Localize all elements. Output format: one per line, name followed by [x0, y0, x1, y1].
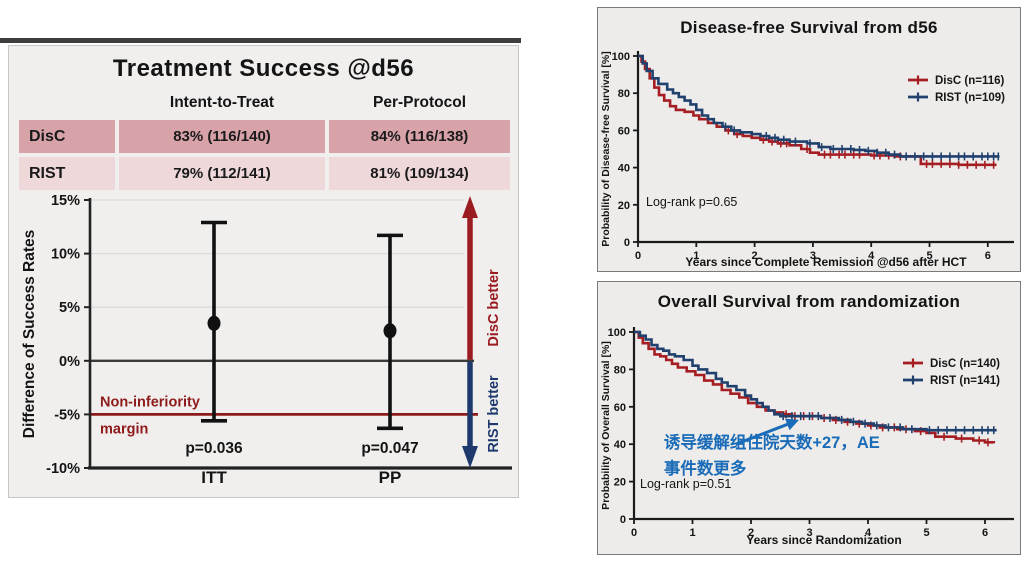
- forest-y-axis-title: Difference of Success Rates: [21, 230, 38, 438]
- log-rank-label: Log-rank p=0.51: [640, 477, 731, 491]
- slide-top-edge: [0, 38, 521, 43]
- up-arrowhead-icon: [462, 196, 478, 218]
- km-curve-disc: [638, 54, 997, 167]
- forest-ytick-label: -10%: [46, 461, 80, 477]
- error-bar-pp: [377, 233, 403, 431]
- km-ytick-label: 100: [612, 51, 630, 63]
- km-xtick-label: 5: [926, 250, 932, 262]
- disc-better-arrow: [462, 196, 478, 360]
- km-ytick-label: 80: [618, 88, 630, 100]
- km-xtick-label: 5: [923, 527, 929, 539]
- km-ytick-label: 80: [614, 364, 626, 376]
- censor-ticks-rist: [724, 122, 1000, 161]
- km-curve-rist: [638, 54, 1000, 158]
- km-xtick-label: 4: [868, 250, 875, 262]
- km-xtick-label: 2: [748, 527, 754, 539]
- km-ytick-label: 60: [618, 125, 630, 137]
- treatment-success-title: Treatment Success @d56: [112, 55, 415, 82]
- col-header-pp: Per-Protocol: [372, 94, 466, 111]
- km-x-axis-title: Years since Complete Remission @d56 afte…: [685, 255, 967, 269]
- km-xtick-label: 3: [810, 250, 816, 262]
- legend-label: DisC (n=140): [930, 358, 1000, 370]
- log-rank-label: Log-rank p=0.65: [646, 195, 737, 209]
- km-xtick-label: 0: [631, 527, 637, 539]
- down-arrowhead-icon: [462, 446, 478, 468]
- km-xtick-label: 3: [806, 527, 812, 539]
- km-curve-rist: [634, 330, 997, 432]
- km-xtick-label: 2: [752, 250, 758, 262]
- disc-better-label: DisC better: [486, 269, 502, 347]
- forest-plot-svg: 15% 10% 5% 0% -5% -10% Difference of Success R…: [21, 193, 512, 487]
- row-label-disc: DisC: [19, 120, 115, 153]
- rist-pp-value: 81% (109/134): [329, 157, 510, 190]
- km-x-axis-title: Years since Randomization: [746, 533, 901, 547]
- forest-ytick-label: 15%: [51, 193, 80, 209]
- os-title: Overall Survival from randomization: [657, 292, 961, 311]
- km-xtick-label: 1: [689, 527, 695, 539]
- km-xtick-label: 1: [693, 250, 699, 262]
- rist-better-label: RIST better: [486, 375, 502, 453]
- km-ytick-label: 20: [614, 477, 626, 489]
- table-row-rist: RIST 79% (112/141) 81% (109/134): [19, 157, 510, 190]
- error-bar-itt: [201, 220, 227, 423]
- callout-text-line2: 事件数更多: [664, 458, 746, 478]
- non-inferiority-label-line2: margin: [100, 421, 148, 437]
- non-inferiority-label-line1: Non-inferiority: [100, 394, 200, 410]
- km-curve-disc: [634, 330, 996, 444]
- km-y-axis-title: Probability of Disease-free Survival [%]: [600, 51, 612, 246]
- km-ytick-label: 20: [618, 200, 630, 212]
- legend-label: RIST (n=109): [935, 92, 1005, 104]
- category-label: ITT: [201, 468, 227, 487]
- success-table-header: Intent-to-Treat Per-Protocol: [19, 91, 510, 116]
- km-ytick-label: 0: [620, 514, 626, 526]
- km-legend: DisC (n=116) RIST (n=109): [908, 75, 1005, 104]
- legend-label: DisC (n=116): [935, 75, 1005, 87]
- treatment-success-panel: Treatment Success @d56 Intent-to-Treat P…: [8, 45, 519, 498]
- os-panel: Overall Survival from randomization 0 1 2 3…: [597, 281, 1021, 555]
- point-estimate-dot: [207, 315, 221, 331]
- p-value-label: p=0.047: [361, 440, 418, 457]
- rist-itt-value: 79% (112/141): [119, 157, 325, 190]
- category-label: PP: [379, 468, 402, 487]
- km-xtick-label: 6: [985, 250, 991, 262]
- km-y-axis-title: Probability of Overall Survival [%]: [600, 341, 612, 510]
- p-value-label: p=0.036: [185, 440, 243, 457]
- empty-header-cell: [19, 91, 115, 116]
- forest-ytick-label: 5%: [59, 300, 80, 316]
- km-ytick-label: 40: [614, 439, 626, 451]
- legend-label: RIST (n=141): [930, 375, 1000, 387]
- dfs-title: Disease-free Survival from d56: [680, 18, 938, 37]
- forest-ytick-label: -5%: [54, 407, 80, 423]
- table-row-disc: DisC 83% (116/140) 84% (116/138): [19, 120, 510, 153]
- rist-better-arrow: [462, 361, 478, 468]
- km-ytick-label: 0: [624, 237, 630, 249]
- forest-gridlines: [90, 199, 464, 308]
- col-header-itt: Intent-to-Treat: [169, 94, 275, 111]
- km-ytick-label: 100: [608, 327, 626, 339]
- point-estimate-dot: [383, 323, 397, 339]
- disc-pp-value: 84% (116/138): [329, 120, 510, 153]
- censor-ticks-rist: [782, 412, 995, 435]
- callout-arrow-icon: [735, 418, 799, 446]
- forest-ytick-label: 0%: [59, 354, 80, 370]
- callout-text-line1: 诱导缓解组住院天数+27，AE: [664, 432, 880, 452]
- forest-y-tick-labels: 15% 10% 5% 0% -5% -10%: [46, 193, 90, 477]
- km-xtick-label: 0: [635, 250, 641, 262]
- forest-ytick-label: 10%: [51, 247, 80, 263]
- km-ytick-label: 60: [614, 402, 626, 414]
- disc-itt-value: 83% (116/140): [119, 120, 325, 153]
- km-xtick-label: 4: [865, 527, 872, 539]
- row-label-rist: RIST: [19, 157, 115, 190]
- km-legend: DisC (n=140) RIST (n=141): [903, 358, 1000, 387]
- censor-ticks-disc: [727, 126, 995, 169]
- km-ytick-label: 40: [618, 163, 630, 175]
- km-xtick-label: 6: [982, 527, 988, 539]
